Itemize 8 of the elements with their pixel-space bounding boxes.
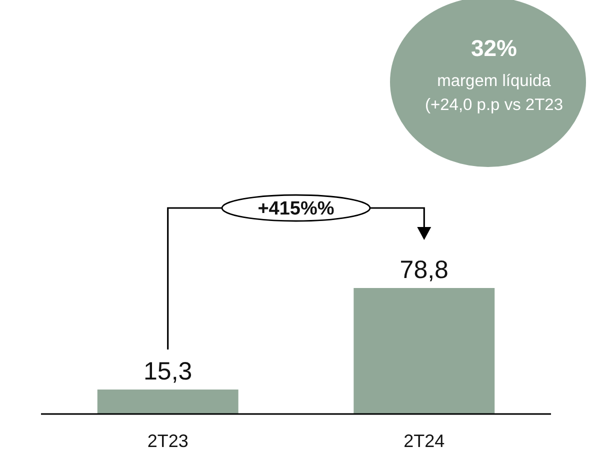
data-label: 78,8 xyxy=(400,256,448,284)
x-tick-label: 2T24 xyxy=(404,431,445,451)
text: 32% xyxy=(470,35,518,61)
text: +415%% xyxy=(258,198,334,220)
text: margem líquida xyxy=(437,72,552,90)
data-label: 15,3 xyxy=(144,358,192,386)
x-tick-label: 2T23 xyxy=(147,431,188,451)
text: (+24,0 p.p vs 2T23 xyxy=(424,96,564,114)
